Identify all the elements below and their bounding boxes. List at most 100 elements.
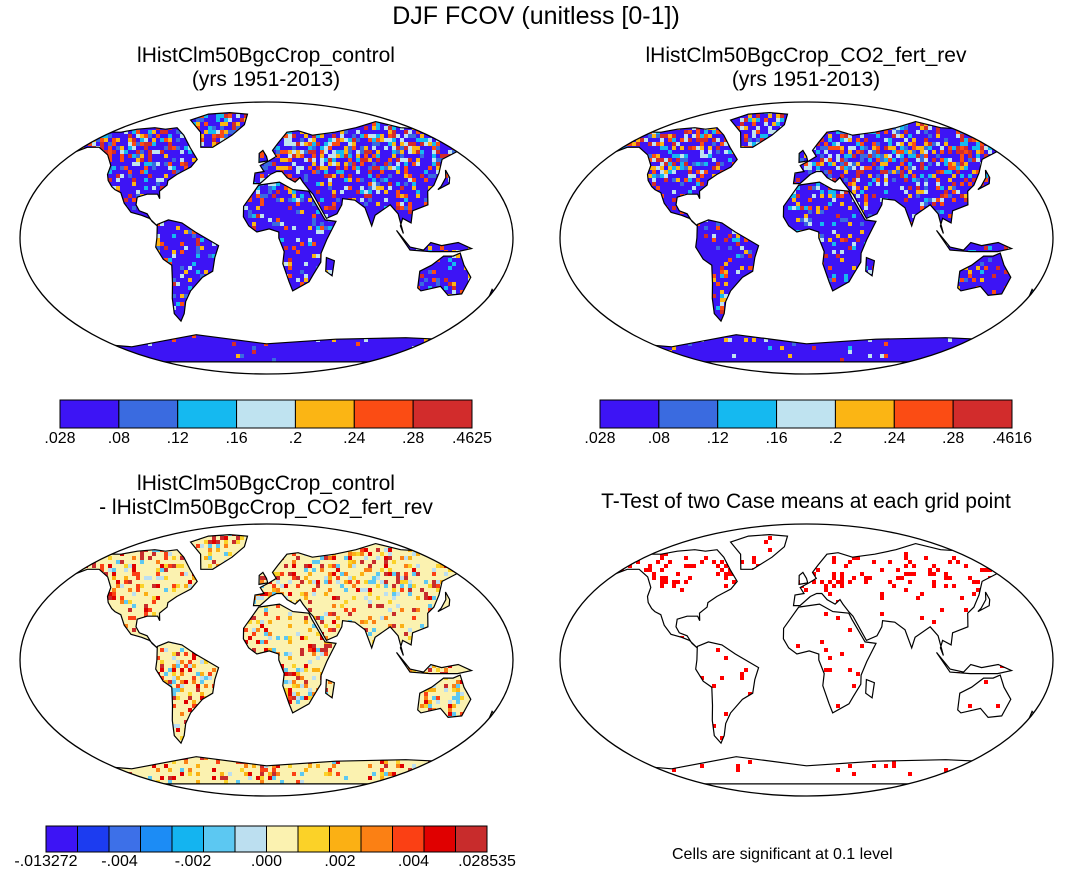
colorbar-swatch: [717, 399, 778, 429]
colorbar-swatch: [412, 399, 473, 429]
coastline-uk: [258, 571, 269, 586]
coastline-japan: [437, 169, 451, 191]
colorbar-swatch: [893, 399, 954, 429]
coastline-africa: [242, 181, 337, 292]
coastline-antarctica: [58, 334, 475, 363]
colorbar-tick-label: .08: [107, 430, 130, 447]
colorbar-swatch: [177, 399, 238, 429]
coastline-indonesia: [936, 230, 1014, 253]
colorbar-swatch: [140, 825, 173, 853]
map-diff: [19, 523, 514, 797]
colorbar-swatch: [266, 825, 299, 853]
coastline-greenland: [729, 111, 789, 148]
colorbar-tick-label: .028: [44, 430, 76, 447]
map-co2: [559, 101, 1054, 375]
coastline-greenland: [189, 533, 249, 570]
colorbar-swatch: [658, 399, 719, 429]
map-border: [19, 523, 514, 797]
colorbar-swatch: [236, 399, 296, 429]
colorbar-tick-label: .4625: [451, 430, 493, 447]
panel-title-co2: lHistClm50BgcCrop_CO2_fert_rev (yrs 1951…: [606, 44, 1006, 92]
coastline-madagascar: [325, 678, 336, 699]
colorbar-tick-label: .16: [225, 430, 248, 447]
coastline-japan: [437, 591, 451, 613]
colorbar-tick-label: .000: [250, 853, 283, 870]
colorbar-tick-label: .2: [828, 430, 843, 447]
colorbar-diff: [45, 825, 488, 853]
colorbar-swatch: [353, 399, 414, 429]
coastline-japan: [977, 591, 991, 613]
panel-title-co2-line1: lHistClm50BgcCrop_CO2_fert_rev: [645, 44, 967, 67]
colorbar-swatch: [108, 825, 141, 853]
coastline-eurasia: [252, 120, 479, 234]
coastline-madagascar: [865, 678, 876, 699]
colorbar-tick-label: .28: [942, 430, 965, 447]
coastline-antarctica: [598, 756, 1015, 785]
colorbar-tick-label: .2: [288, 430, 303, 447]
colorbar-tick-label: -.013272: [14, 853, 78, 870]
ocean-background: [560, 524, 1053, 796]
colorbar-swatch: [834, 399, 895, 429]
colorbar-tick-label: .4616: [991, 430, 1033, 447]
coastline-africa: [782, 181, 877, 292]
coastline-eurasia: [792, 542, 1019, 656]
map-border: [19, 101, 514, 375]
coastline-australia: [417, 674, 472, 719]
colorbar-tick-label: .24: [343, 430, 366, 447]
colorbar-swatch: [294, 399, 355, 429]
colorbar-tick-label: .004: [397, 853, 430, 870]
coastline-uk: [798, 571, 809, 586]
coastline-indonesia: [396, 652, 474, 675]
colorbar-swatch: [203, 825, 236, 853]
colorbar-tick-label: -.004: [101, 853, 138, 870]
panel-title-ttest: T-Test of two Case means at each grid po…: [601, 490, 1011, 513]
coastline-south-america: [155, 641, 220, 745]
coastline-eurasia: [792, 120, 1019, 234]
colorbar-tick-label: .24: [883, 430, 906, 447]
colorbar-tick-label: .28: [402, 430, 425, 447]
map-control: [19, 101, 514, 375]
panel-title-diff: lHistClm50BgcCrop_control - lHistClm50Bg…: [46, 472, 486, 520]
coastline-antarctica: [598, 334, 1015, 363]
colorbar-tick-label: .08: [647, 430, 670, 447]
coastline-eurasia: [252, 542, 479, 656]
colorbar-tick-label: .12: [706, 430, 729, 447]
colorbar-tick-label: .028535: [458, 853, 516, 870]
colorbar-swatch: [952, 399, 1013, 429]
coastline-antarctica: [58, 756, 475, 785]
panel-title-control: lHistClm50BgcCrop_control (yrs 1951-2013…: [66, 44, 466, 92]
colorbar-swatch: [776, 399, 836, 429]
colorbar-swatch: [297, 825, 330, 853]
coastline-australia: [957, 674, 1012, 719]
coastline-south-america: [155, 219, 220, 323]
colorbar-swatch: [45, 825, 78, 853]
colorbar-tick-label: .028: [584, 430, 616, 447]
colorbar-swatch: [59, 399, 120, 429]
panel-title-control-line1: lHistClm50BgcCrop_control: [137, 44, 395, 67]
coastline-greenland: [189, 111, 249, 148]
map-border: [559, 101, 1054, 375]
coastline-north-america: [69, 127, 198, 227]
coastline-south-america: [695, 219, 760, 323]
coastline-australia: [417, 252, 472, 297]
colorbar-swatch: [392, 825, 425, 853]
coastline-uk: [258, 149, 269, 164]
panel-title-co2-line2: (yrs 1951-2013): [731, 68, 881, 91]
figure-title: DJF FCOV (unitless [0-1]): [392, 2, 680, 30]
colorbar-swatch: [329, 825, 362, 853]
colorbar-tick-label: .16: [765, 430, 788, 447]
coastline-japan: [977, 169, 991, 191]
map-ttest: [559, 523, 1054, 797]
coastline-africa: [782, 603, 877, 714]
panel-title-control-line2: (yrs 1951-2013): [191, 68, 341, 91]
colorbar-tick-label: .12: [166, 430, 189, 447]
colorbar-co2: [599, 399, 1013, 429]
colorbar-swatch: [599, 399, 660, 429]
coastline-uk: [798, 149, 809, 164]
colorbar-control: [59, 399, 473, 429]
coastline-indonesia: [936, 652, 1014, 675]
colorbar-swatch: [234, 825, 267, 853]
panel-title-diff-line1: lHistClm50BgcCrop_control: [137, 472, 395, 495]
colorbar-swatch: [360, 825, 393, 853]
colorbar-swatch: [77, 825, 110, 853]
